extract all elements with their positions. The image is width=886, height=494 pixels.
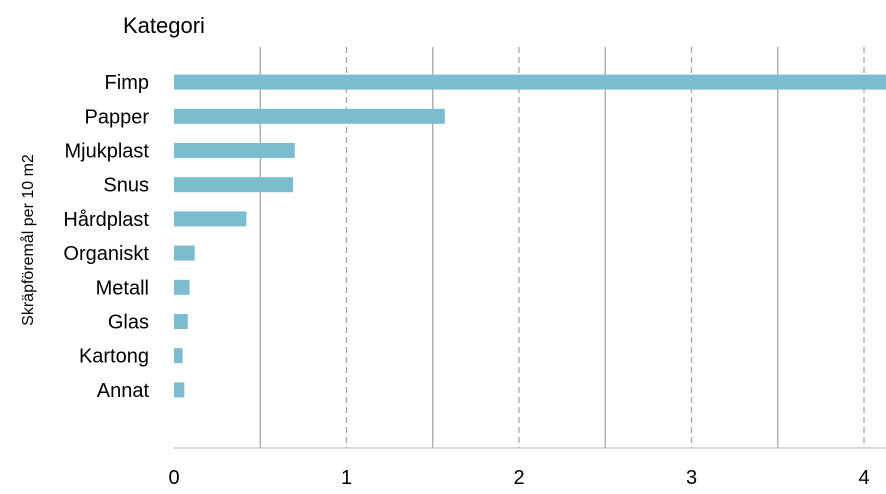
x-tick-labels: 0 1 2 3 4 xyxy=(168,467,869,489)
chart-title: Kategori xyxy=(123,13,205,38)
bar-hårdplast xyxy=(174,211,247,227)
category-label: Snus xyxy=(103,175,149,197)
grid-lines xyxy=(259,47,865,448)
category-label: Kartong xyxy=(79,346,149,368)
bar-glas xyxy=(174,314,188,329)
category-label: Papper xyxy=(85,106,150,128)
bar-mjukplast xyxy=(174,143,295,158)
bar-papper xyxy=(174,108,445,124)
category-label: Organiskt xyxy=(63,243,149,265)
bars xyxy=(174,74,886,398)
bar-fimp xyxy=(174,74,886,90)
x-tick-label: 4 xyxy=(858,467,869,489)
bar-metall xyxy=(174,279,190,295)
category-label: Metall xyxy=(96,277,149,299)
bar-organiskt xyxy=(174,245,195,261)
category-label: Hårdplast xyxy=(63,209,149,231)
category-labels: Fimp Papper Mjukplast Snus Hårdplast Organisk… xyxy=(63,72,149,402)
category-label: Glas xyxy=(108,312,149,334)
category-label: Mjukplast xyxy=(65,141,150,163)
bar-kartong xyxy=(174,348,183,364)
y-axis-label: Skräpföremål per 10 m2 xyxy=(19,154,37,326)
x-tick-label: 0 xyxy=(168,467,179,489)
x-tick-label: 2 xyxy=(513,467,524,489)
bar-snus xyxy=(174,177,294,193)
x-tick-label: 1 xyxy=(341,467,352,489)
x-tick-label: 3 xyxy=(686,467,697,489)
bar-annat xyxy=(174,382,185,398)
category-label: Annat xyxy=(97,380,150,402)
category-label: Fimp xyxy=(105,72,149,94)
